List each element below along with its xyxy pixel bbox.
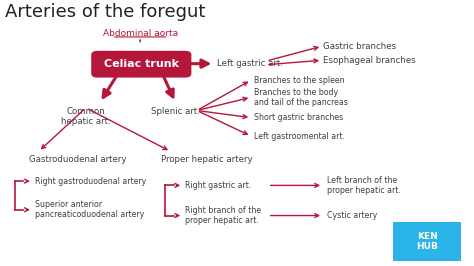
Text: Gastric branches: Gastric branches bbox=[323, 42, 397, 51]
Text: Abdominal aorta: Abdominal aorta bbox=[102, 29, 178, 38]
Text: Splenic art.: Splenic art. bbox=[151, 107, 200, 115]
Text: Arteries of the foregut: Arteries of the foregut bbox=[5, 3, 206, 21]
Text: Right gastric art.: Right gastric art. bbox=[185, 181, 251, 190]
Text: Superior anterior
pancreaticoduodenal artery: Superior anterior pancreaticoduodenal ar… bbox=[35, 200, 144, 219]
Text: Celiac trunk: Celiac trunk bbox=[104, 59, 179, 69]
FancyBboxPatch shape bbox=[92, 52, 191, 77]
Text: Left gastric art.: Left gastric art. bbox=[217, 59, 283, 68]
FancyBboxPatch shape bbox=[393, 222, 462, 261]
Text: Right branch of the
proper hepatic art.: Right branch of the proper hepatic art. bbox=[185, 206, 261, 225]
Text: Gastroduodenal artery: Gastroduodenal artery bbox=[29, 156, 127, 164]
Text: Branches to the body
and tail of the pancreas: Branches to the body and tail of the pan… bbox=[254, 88, 347, 107]
Text: Esophageal branches: Esophageal branches bbox=[323, 56, 416, 65]
Text: Cystic artery: Cystic artery bbox=[327, 211, 377, 220]
Text: Branches to the spleen: Branches to the spleen bbox=[254, 76, 344, 85]
Text: Common
hepatic art.: Common hepatic art. bbox=[61, 107, 110, 126]
Text: Left gastroomental art.: Left gastroomental art. bbox=[254, 132, 345, 141]
Text: Proper hepatic artery: Proper hepatic artery bbox=[161, 156, 253, 164]
Text: KEN
HUB: KEN HUB bbox=[416, 232, 438, 251]
Text: Right gastroduodenal artery: Right gastroduodenal artery bbox=[35, 177, 146, 186]
Text: Short gastric branches: Short gastric branches bbox=[254, 113, 343, 122]
Text: Left branch of the
proper hepatic art.: Left branch of the proper hepatic art. bbox=[327, 176, 401, 195]
